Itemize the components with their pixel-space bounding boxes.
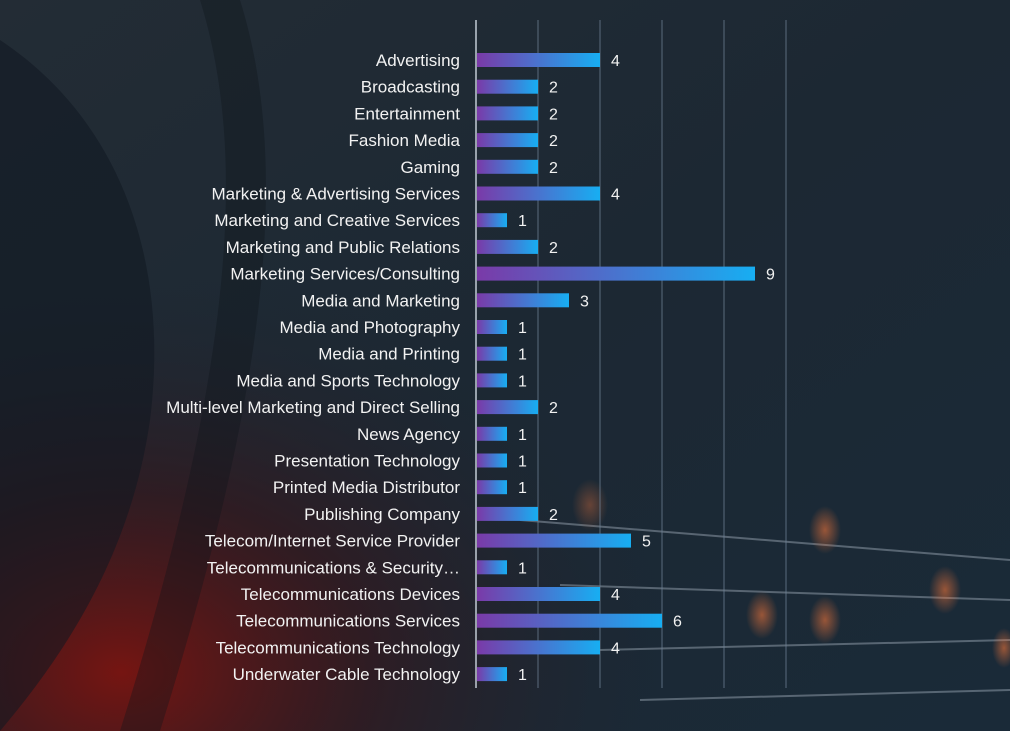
data-label: 5 (642, 534, 651, 551)
category-label: Media and Sports Technology (236, 371, 460, 390)
bar (477, 533, 631, 548)
bar (477, 373, 507, 388)
data-label: 2 (549, 400, 558, 417)
category-label: Advertising (376, 51, 460, 70)
bar (477, 587, 600, 601)
category-label: Entertainment (354, 104, 460, 123)
bar (477, 186, 600, 201)
bars (477, 53, 755, 682)
data-label: 2 (549, 106, 558, 123)
bar (477, 266, 755, 281)
bar (477, 613, 662, 628)
category-label: Media and Photography (279, 318, 460, 337)
category-label: Telecommunications Devices (241, 585, 460, 604)
data-label: 2 (549, 240, 558, 257)
bar (477, 346, 507, 361)
value-labels: 4 2 2 2 2 4 1 2 9 3 1 1 1 2 1 1 1 2 5 1 4 6 4 1 (518, 53, 775, 684)
category-label: Marketing & Advertising Services (212, 185, 461, 204)
category-label: Marketing and Creative Services (214, 211, 460, 230)
data-label: 2 (549, 133, 558, 150)
data-label: 1 (518, 213, 527, 230)
data-label: 3 (580, 293, 589, 310)
bar (477, 159, 538, 174)
data-label: 2 (549, 160, 558, 177)
bar (477, 506, 538, 521)
bar (477, 640, 600, 655)
bar (477, 53, 600, 67)
category-label: Multi-level Marketing and Direct Selling (166, 398, 460, 417)
category-label: Fashion Media (348, 131, 460, 150)
data-label: 1 (518, 427, 527, 444)
data-label: 1 (518, 320, 527, 337)
data-label: 2 (549, 507, 558, 524)
category-label: Telecom/Internet Service Provider (205, 532, 460, 551)
data-label: 1 (518, 480, 527, 497)
category-label: Telecommunications Services (236, 612, 460, 631)
bar (477, 213, 507, 228)
bar (477, 560, 507, 575)
category-label: Printed Media Distributor (273, 478, 460, 497)
data-label: 9 (766, 267, 775, 284)
bar (477, 453, 507, 468)
bar (477, 400, 538, 415)
data-label: 2 (549, 80, 558, 97)
bar (477, 133, 538, 148)
category-label: Marketing and Public Relations (226, 238, 460, 257)
category-label: Publishing Company (304, 505, 460, 524)
data-label: 4 (611, 53, 620, 70)
data-label: 1 (518, 347, 527, 364)
data-label: 1 (518, 560, 527, 577)
category-label: Broadcasting (361, 78, 460, 97)
bar (477, 239, 538, 254)
bar (477, 106, 538, 121)
data-label: 1 (518, 373, 527, 390)
category-label: Underwater Cable Technology (233, 665, 461, 684)
category-label: Telecommunications Technology (216, 638, 461, 657)
data-label: 4 (611, 640, 620, 657)
data-label: 1 (518, 667, 527, 684)
category-label: Media and Marketing (301, 291, 460, 310)
category-label: Gaming (400, 158, 460, 177)
bar (477, 320, 507, 334)
data-label: 6 (673, 614, 682, 631)
data-label: 4 (611, 587, 620, 604)
category-label: Presentation Technology (274, 452, 460, 471)
category-label: Marketing Services/Consulting (230, 265, 460, 284)
category-label: Telecommunications & Security… (207, 558, 460, 577)
bar (477, 480, 507, 495)
category-label: News Agency (357, 425, 460, 444)
data-label: 4 (611, 187, 620, 204)
category-label: Media and Printing (318, 345, 460, 364)
gridlines (475, 20, 787, 688)
bar (477, 426, 507, 441)
bar (477, 293, 569, 308)
bar (477, 667, 507, 682)
bar (477, 79, 538, 94)
category-labels: Advertising Broadcasting Entertainment Fash… (166, 51, 460, 684)
data-label: 1 (518, 454, 527, 471)
